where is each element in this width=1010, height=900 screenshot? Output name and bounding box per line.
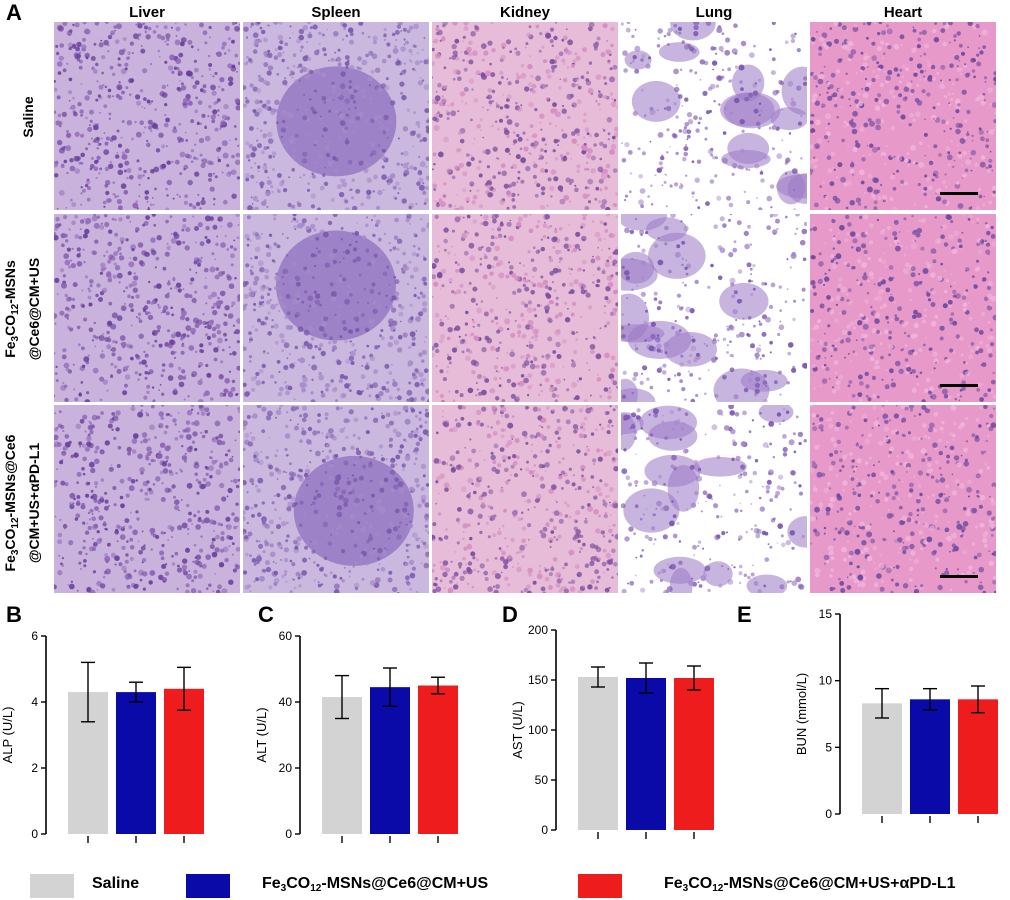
panel-b-letter: B (6, 602, 22, 627)
bar-chart-c: 0 20 40 60 ALT (U/L) (254, 629, 458, 843)
histology-image-heart-row2 (810, 214, 996, 402)
bar (958, 699, 998, 814)
histology-image-spleen-row2 (243, 214, 429, 402)
column-label-lung: Lung (695, 4, 733, 21)
histology-image-liver-row3 (54, 405, 240, 593)
scale-bar (940, 575, 978, 578)
panel-a-letter: A (6, 0, 22, 25)
bar-chart-e: 0 5 10 15 BUN (mmol/L) (794, 607, 998, 823)
y-tick-label: 4 (31, 695, 38, 709)
bar (674, 678, 714, 830)
legend-swatch-saline (30, 874, 74, 898)
panel-c-letter: C (258, 602, 274, 627)
scale-bar (940, 192, 978, 195)
y-tick-label: 60 (279, 629, 293, 643)
histology-image-lung-row3 (621, 405, 807, 593)
y-tick-label: 100 (528, 723, 548, 737)
bar (116, 692, 156, 834)
y-axis-label: AST (U/L) (510, 701, 525, 759)
y-axis-label: ALT (U/L) (254, 707, 269, 762)
bar (370, 687, 410, 834)
histology-image-liver-row2 (54, 214, 240, 402)
row-label-saline: Saline (20, 96, 36, 138)
panel-d-letter: D (502, 602, 518, 627)
histology-image-kidney-row2 (432, 214, 618, 402)
column-label-spleen: Spleen (311, 4, 361, 21)
row-label-group3: Fe3CO12-MSNs@Ce6 @CM+US+αPD-L1 (2, 434, 42, 572)
histology-image-lung-row2 (621, 214, 807, 402)
histology-image-liver-row1 (54, 22, 240, 210)
column-label-kidney: Kidney (499, 4, 550, 21)
y-axis-label: BUN (mmol/L) (794, 673, 809, 755)
y-tick-label: 2 (31, 761, 38, 775)
bar (862, 703, 902, 814)
y-tick-label: 150 (528, 673, 548, 687)
column-label-heart: Heart (883, 4, 923, 21)
y-axis-label: ALP (U/L) (0, 707, 15, 764)
histology-image-spleen-row3 (243, 405, 429, 593)
y-tick-label: 0 (285, 827, 292, 841)
column-label-liver: Liver (129, 4, 165, 21)
histology-image-lung-row1 (621, 22, 807, 210)
y-tick-label: 5 (825, 740, 832, 754)
y-tick-label: 40 (279, 695, 293, 709)
legend-label-group2: Fe3CO12-MSNs@Ce6@CM+US (262, 875, 489, 894)
bar (578, 677, 618, 830)
bar (322, 697, 362, 834)
y-tick-label: 20 (279, 761, 293, 775)
histology-image-kidney-row3 (432, 405, 618, 593)
bar (626, 678, 666, 830)
bar-chart-d: 0 50 100 150 200 AST (U/L) (510, 623, 714, 839)
y-tick-label: 15 (819, 607, 833, 621)
y-tick-label: 50 (535, 773, 549, 787)
y-tick-label: 0 (31, 827, 38, 841)
histology-image-heart-row1 (810, 22, 996, 210)
bar (418, 685, 458, 834)
legend-swatch-group3 (578, 874, 622, 898)
histology-image-kidney-row1 (432, 22, 618, 210)
legend-label-group3: Fe3CO12-MSNs@Ce6@CM+US+αPD-L1 (664, 875, 956, 894)
y-tick-label: 10 (819, 674, 833, 688)
bar (910, 699, 950, 814)
y-tick-label: 6 (31, 629, 38, 643)
y-tick-label: 0 (825, 807, 832, 821)
y-tick-label: 200 (528, 623, 548, 637)
y-tick-label: 0 (541, 823, 548, 837)
legend-label-saline: Saline (92, 875, 140, 892)
bar-chart-b: 0 2 4 6 ALP (U/L) (0, 629, 204, 843)
histology-image-heart-row3 (810, 405, 996, 593)
scale-bar (940, 384, 978, 387)
bar (164, 688, 204, 834)
histology-image-spleen-row1 (243, 22, 429, 210)
panel-e-letter: E (737, 602, 752, 627)
row-label-group2: Fe3CO12-MSNs @Ce6@CM+US (2, 257, 42, 361)
legend-swatch-group2 (186, 874, 230, 898)
